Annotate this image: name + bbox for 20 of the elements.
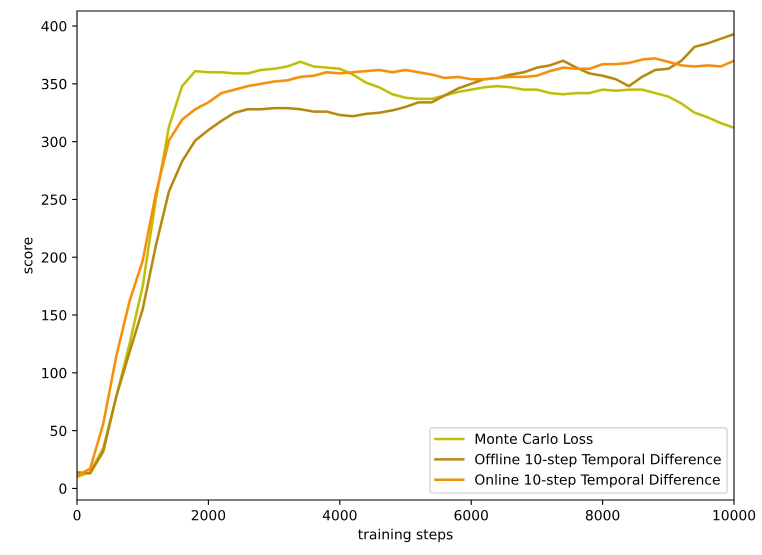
y-axis-title: score	[24, 238, 33, 274]
y-tick-label: 350	[42, 78, 66, 90]
legend-label: Offline 10-step Temporal Difference	[475, 454, 721, 468]
y-tick-label: 400	[41, 20, 66, 32]
y-tick-label: 150	[42, 310, 66, 321]
y-tick-label: 50	[50, 426, 66, 436]
y-tick-label: 250	[42, 194, 66, 205]
x-tick-label: 0	[73, 510, 80, 520]
y-tick-label: 100	[42, 368, 66, 378]
legend-label: Online 10-step Temporal Difference	[475, 474, 720, 488]
y-tick-label: 0	[59, 483, 66, 494]
x-axis-title: training steps	[358, 528, 453, 542]
x-tick-label: 4000	[322, 510, 357, 520]
x-tick-label: 8000	[586, 510, 620, 520]
y-tick-label: 200	[42, 252, 66, 263]
x-tick-label: 10000	[713, 510, 756, 520]
legend-label: Monte Carlo Loss	[476, 433, 593, 444]
x-tick-label: 2000	[192, 510, 226, 520]
y-tick-label: 300	[42, 136, 66, 148]
x-tick-label: 6000	[454, 510, 488, 520]
